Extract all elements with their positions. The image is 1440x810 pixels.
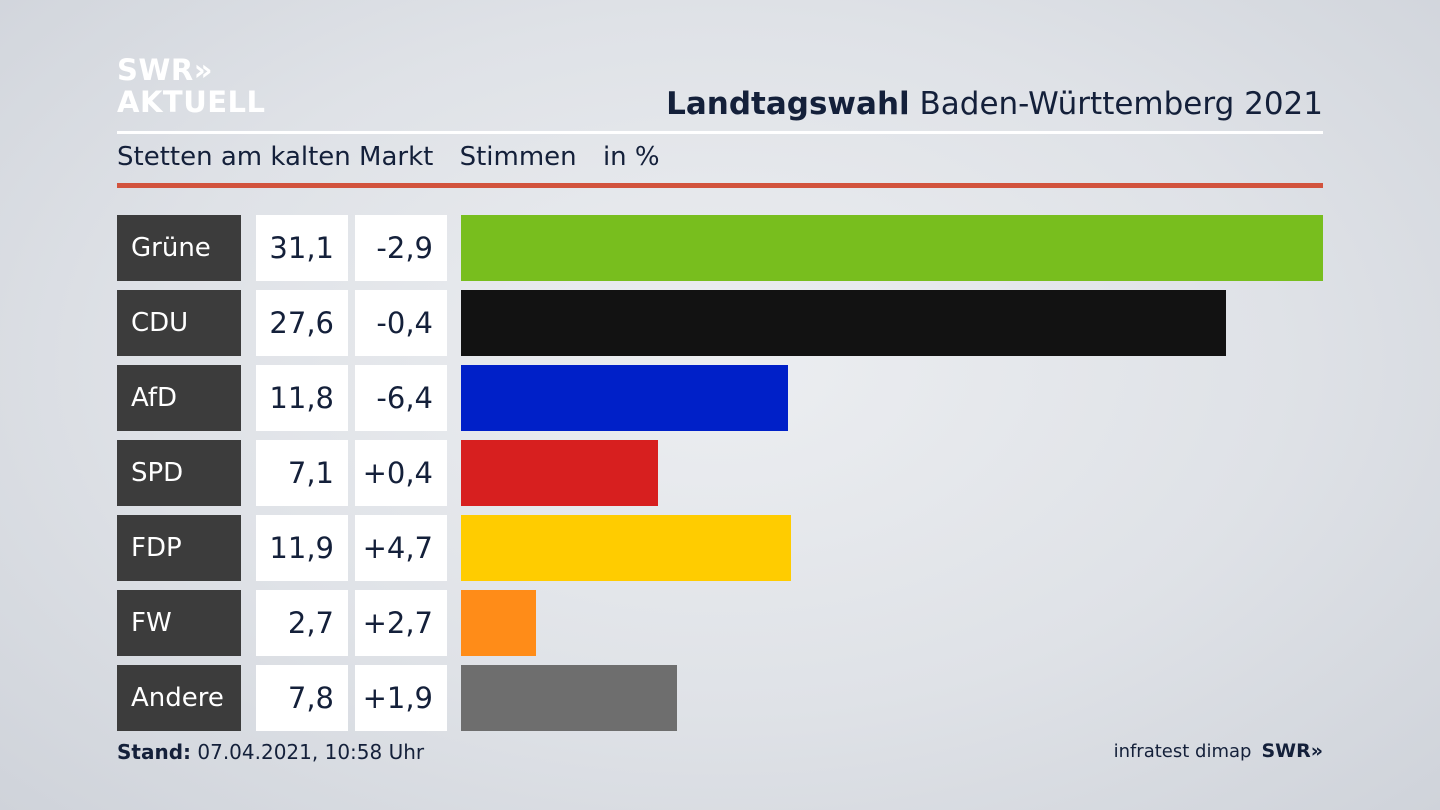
vote-share-value: 27,6 xyxy=(256,290,348,356)
vote-share-value: 11,8 xyxy=(256,365,348,431)
accent-divider xyxy=(117,183,1323,188)
party-label: FDP xyxy=(117,515,241,581)
subheader: Stetten am kalten Markt Stimmen in % xyxy=(117,142,678,172)
chart-row: Andere 7,8 +1,9 xyxy=(0,665,1440,731)
swr-brand-logo: SWR» xyxy=(1261,740,1323,762)
chart-row: FDP 11,9 +4,7 xyxy=(0,515,1440,581)
vote-share-value: 11,9 xyxy=(256,515,348,581)
party-label: FW xyxy=(117,590,241,656)
party-label: Andere xyxy=(117,665,241,731)
chart-row: CDU 27,6 -0,4 xyxy=(0,290,1440,356)
stand-label: Stand: xyxy=(117,740,192,764)
vote-change-value: +0,4 xyxy=(355,440,447,506)
title-rest: Baden-Württemberg 2021 xyxy=(909,86,1324,122)
location-label: Stetten am kalten Markt xyxy=(117,142,434,172)
page-title: Landtagswahl Baden-Württemberg 2021 xyxy=(666,86,1323,122)
chart-row: AfD 11,8 -6,4 xyxy=(0,365,1440,431)
chart-row: SPD 7,1 +0,4 xyxy=(0,440,1440,506)
vote-change-value: -6,4 xyxy=(355,365,447,431)
source-label: infratest dimap xyxy=(1113,741,1252,762)
result-bar xyxy=(461,215,1323,281)
vote-change-value: -2,9 xyxy=(355,215,447,281)
vote-share-value: 7,8 xyxy=(256,665,348,731)
party-label: CDU xyxy=(117,290,241,356)
result-bar xyxy=(461,365,788,431)
chart-row: Grüne 31,1 -2,9 xyxy=(0,215,1440,281)
vote-change-value: -0,4 xyxy=(355,290,447,356)
swr-aktuell-logo: SWR» AKTUELL xyxy=(117,54,266,118)
result-bar xyxy=(461,440,658,506)
vote-change-value: +2,7 xyxy=(355,590,447,656)
header-divider xyxy=(117,131,1323,134)
party-label: AfD xyxy=(117,365,241,431)
result-bar xyxy=(461,515,791,581)
source-credit: infratest dimap SWR» xyxy=(1114,740,1323,762)
timestamp: Stand: 07.04.2021, 10:58 Uhr xyxy=(117,740,424,764)
result-bar xyxy=(461,590,536,656)
chart-row: FW 2,7 +2,7 xyxy=(0,590,1440,656)
party-label: SPD xyxy=(117,440,241,506)
logo-line-1: SWR» xyxy=(117,53,213,87)
result-bar xyxy=(461,290,1226,356)
measure-label: Stimmen xyxy=(459,142,577,172)
vote-share-value: 31,1 xyxy=(256,215,348,281)
vote-change-value: +4,7 xyxy=(355,515,447,581)
unit-label: in % xyxy=(602,142,660,172)
stand-value: 07.04.2021, 10:58 Uhr xyxy=(191,740,425,764)
logo-line-2: AKTUELL xyxy=(117,85,266,119)
result-bar xyxy=(461,665,677,731)
title-bold: Landtagswahl xyxy=(666,86,910,122)
vote-change-value: +1,9 xyxy=(355,665,447,731)
vote-share-value: 2,7 xyxy=(256,590,348,656)
vote-share-value: 7,1 xyxy=(256,440,348,506)
party-label: Grüne xyxy=(117,215,241,281)
